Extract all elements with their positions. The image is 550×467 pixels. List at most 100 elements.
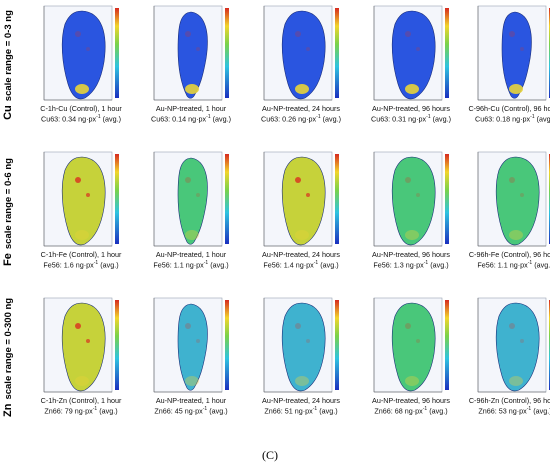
panel-title: Au-NP-treated, 24 hours: [262, 104, 340, 113]
panel-title: Au-NP-treated, 24 hours: [262, 396, 340, 405]
colorbar: [445, 8, 449, 98]
colorbar: [445, 300, 449, 390]
element-map: [477, 151, 550, 247]
panel-caption: Au-NP-treated, 1 hour Cu63: 0.14 ng·px-1 …: [135, 104, 247, 123]
colorbar: [445, 154, 449, 244]
map-panel: [148, 296, 234, 396]
element-map: [43, 151, 119, 247]
element-map: [477, 297, 550, 393]
element-map: [373, 297, 449, 393]
panel-value: Fe56: 1.1 ng·px-1 (avg.): [477, 260, 550, 270]
element-map: [373, 5, 449, 101]
colorbar: [225, 300, 229, 390]
panel-title: C-96h-Zn (Control), 96 hours: [468, 396, 550, 405]
panel-caption: Au-NP-treated, 96 hours Cu63: 0.31 ng·px-…: [355, 104, 467, 123]
panel-value: Fe56: 1.4 ng·px-1 (avg.): [263, 260, 339, 270]
panel-value: Cu63: 0.26 ng·px-1 (avg.): [261, 114, 341, 124]
row-label-zn: Znscale range = 0-300 ng: [2, 297, 14, 417]
panel-value: Zn66: 53 ng·px-1 (avg.): [478, 406, 550, 416]
panel-caption: Au-NP-treated, 24 hours Fe56: 1.4 ng·px-1…: [245, 250, 357, 269]
panel-caption: Au-NP-treated, 96 hours Fe56: 1.3 ng·px-1…: [355, 250, 467, 269]
panel-value: Fe56: 1.6 ng·px-1 (avg.): [43, 260, 119, 270]
map-panel: [38, 150, 124, 250]
panel-value: Cu63: 0.34 ng·px-1 (avg.): [41, 114, 121, 124]
colorbar: [335, 8, 339, 98]
panel-title: C-1h-Fe (Control), 1 hour: [40, 250, 122, 259]
panel-value: Zn66: 45 ng·px-1 (avg.): [154, 406, 228, 416]
element-map: [43, 297, 119, 393]
colorbar: [115, 8, 119, 98]
element-map: [263, 5, 339, 101]
panel-title: Au-NP-treated, 1 hour: [155, 104, 227, 113]
panel-caption: Au-NP-treated, 24 hours Cu63: 0.26 ng·px-…: [245, 104, 357, 123]
panel-title: Au-NP-treated, 96 hours: [372, 250, 450, 259]
leaf-shape: [177, 303, 208, 391]
map-panel: [472, 150, 550, 250]
panel-caption: Au-NP-treated, 1 hour Zn66: 45 ng·px-1 (a…: [135, 396, 247, 415]
map-panel: [472, 4, 550, 104]
panel-title: Au-NP-treated, 96 hours: [372, 104, 450, 113]
element-map: [153, 297, 229, 393]
element-map: [153, 151, 229, 247]
panel-value: Fe56: 1.1 ng·px-1 (avg.): [153, 260, 229, 270]
leaf-shape: [61, 302, 106, 392]
panel-caption: C-1h-Zn (Control), 1 hour Zn66: 79 ng·px-…: [25, 396, 137, 415]
panel-caption: C-1h-Fe (Control), 1 hour Fe56: 1.6 ng·px…: [25, 250, 137, 269]
colorbar: [225, 8, 229, 98]
panel-caption: C-1h-Cu (Control), 1 hour Cu63: 0.34 ng·p…: [25, 104, 137, 123]
colorbar: [115, 300, 119, 390]
panel-caption: Au-NP-treated, 24 hours Zn66: 51 ng·px-1 …: [245, 396, 357, 415]
panel-value: Cu63: 0.14 ng·px-1 (avg.): [151, 114, 231, 124]
map-panel: [258, 150, 344, 250]
leaf-shape: [177, 157, 208, 245]
leaf-shape: [61, 156, 106, 246]
panel-value: Cu63: 0.31 ng·px-1 (avg.): [371, 114, 451, 124]
panel-value: Zn66: 68 ng·px-1 (avg.): [374, 406, 448, 416]
row-label-fe: Fescale range = 0-6 ng: [2, 158, 14, 266]
leaf-shape: [281, 302, 326, 392]
element-map: [43, 5, 119, 101]
leaf-shape: [281, 156, 326, 246]
map-panel: [258, 4, 344, 104]
map-panel: [368, 150, 454, 250]
panel-caption: Au-NP-treated, 1 hour Fe56: 1.1 ng·px-1 (…: [135, 250, 247, 269]
colorbar: [335, 154, 339, 244]
map-panel: [258, 296, 344, 396]
colorbar: [225, 154, 229, 244]
leaf-shape: [391, 156, 436, 246]
map-panel: [368, 296, 454, 396]
element-map: [263, 151, 339, 247]
map-panel: [38, 296, 124, 396]
leaf-shape: [501, 11, 532, 99]
leaf-shape: [391, 302, 436, 392]
figure-label: (C): [262, 448, 278, 462]
panel-title: Au-NP-treated, 24 hours: [262, 250, 340, 259]
panel-title: C-96h-Fe (Control), 96 hours: [468, 250, 550, 259]
map-panel: [38, 4, 124, 104]
map-panel: [472, 296, 550, 396]
leaf-shape: [495, 156, 540, 246]
row-label-cu: Cuscale range = 0-3 ng: [2, 10, 14, 120]
leaf-shape: [61, 10, 106, 100]
element-map: [373, 151, 449, 247]
leaf-shape: [495, 302, 540, 392]
panel-value: Zn66: 79 ng·px-1 (avg.): [44, 406, 118, 416]
leaf-shape: [281, 10, 326, 100]
panel-title: C-1h-Cu (Control), 1 hour: [40, 104, 122, 113]
panel-title: Au-NP-treated, 1 hour: [155, 396, 227, 405]
map-panel: [148, 4, 234, 104]
panel-title: C-96h-Cu (Control), 96 hours: [468, 104, 550, 113]
leaf-shape: [391, 10, 436, 100]
map-panel: [368, 4, 454, 104]
element-map: [263, 297, 339, 393]
panel-value: Cu63: 0.18 ng·px-1 (avg.): [475, 114, 550, 124]
panel-value: Fe56: 1.3 ng·px-1 (avg.): [373, 260, 449, 270]
element-map: [153, 5, 229, 101]
element-map: [477, 5, 550, 101]
panel-title: Au-NP-treated, 96 hours: [372, 396, 450, 405]
colorbar: [115, 154, 119, 244]
leaf-shape: [177, 11, 208, 99]
